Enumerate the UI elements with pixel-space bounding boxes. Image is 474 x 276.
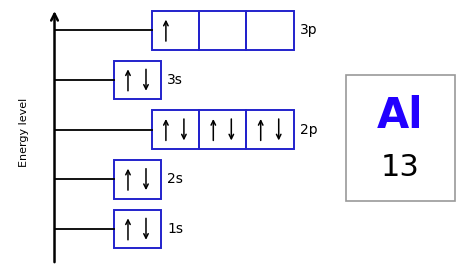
- Bar: [114, 210, 161, 248]
- Text: Energy level: Energy level: [18, 98, 29, 167]
- Bar: [114, 61, 161, 99]
- Bar: [152, 11, 199, 50]
- Text: 3p: 3p: [300, 23, 318, 37]
- Bar: [199, 110, 246, 149]
- Text: 2s: 2s: [167, 172, 183, 186]
- Bar: [114, 160, 161, 199]
- Text: Al: Al: [377, 95, 424, 137]
- Bar: [246, 11, 294, 50]
- Bar: [346, 75, 455, 201]
- Text: 13: 13: [381, 153, 420, 182]
- Bar: [152, 110, 199, 149]
- Text: 1s: 1s: [167, 222, 183, 236]
- Bar: [199, 11, 246, 50]
- Bar: [246, 110, 294, 149]
- Text: 3s: 3s: [167, 73, 183, 87]
- Text: 2p: 2p: [300, 123, 318, 137]
